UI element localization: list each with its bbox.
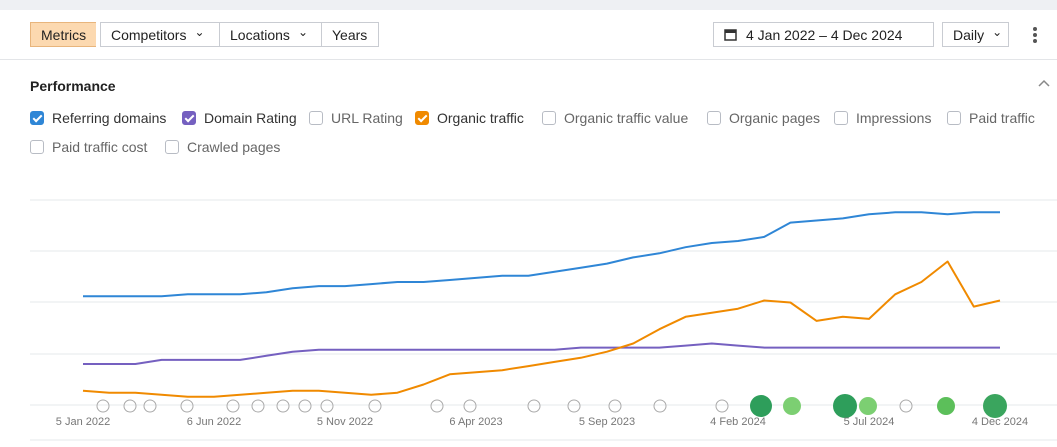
x-tick-label: 5 Jan 2022 bbox=[56, 416, 110, 428]
metric-label: Organic traffic bbox=[437, 110, 524, 126]
x-tick-label: 5 Jul 2024 bbox=[844, 416, 895, 428]
metric-checkbox[interactable]: Crawled pages bbox=[165, 139, 280, 155]
metric-label: URL Rating bbox=[331, 110, 403, 126]
metric-checkbox[interactable]: Paid traffic bbox=[947, 110, 1035, 126]
tab[interactable]: Metrics bbox=[30, 22, 97, 47]
x-tick-label: 5 Sep 2023 bbox=[579, 416, 635, 428]
metric-checkbox[interactable]: Organic pages bbox=[707, 110, 820, 126]
annotations bbox=[96, 394, 1007, 418]
checkbox bbox=[542, 111, 556, 125]
metric-checkbox[interactable]: URL Rating bbox=[309, 110, 403, 126]
x-tick-label: 6 Apr 2023 bbox=[449, 416, 502, 428]
metric-label: Organic traffic value bbox=[564, 110, 689, 126]
checkbox bbox=[309, 111, 323, 125]
metric-checkbox[interactable]: Domain Rating bbox=[182, 110, 297, 126]
date-range[interactable]: 4 Jan 2022 – 4 Dec 2024 bbox=[713, 22, 934, 47]
series-line bbox=[83, 342, 1000, 365]
metric-label: Domain Rating bbox=[204, 110, 297, 126]
kebab[interactable] bbox=[1031, 25, 1039, 45]
metric-checkbox[interactable]: Impressions bbox=[834, 110, 931, 126]
date-text: 4 Jan 2022 – 4 Dec 2024 bbox=[746, 26, 903, 43]
x-tick-label: 4 Feb 2024 bbox=[710, 416, 766, 428]
checkbox bbox=[947, 111, 961, 125]
granularity[interactable]: Daily bbox=[942, 22, 1009, 47]
x-tick-label: 6 Jun 2022 bbox=[187, 416, 241, 428]
separator bbox=[0, 59, 1057, 60]
metric-label: Crawled pages bbox=[187, 139, 281, 155]
checkbox bbox=[182, 111, 196, 125]
checkbox bbox=[415, 111, 429, 125]
calendar-icon bbox=[724, 29, 737, 41]
x-tick-label: 4 Dec 2024 bbox=[972, 416, 1028, 428]
section-title: Performance bbox=[30, 78, 116, 94]
tab[interactable]: Competitors bbox=[100, 22, 220, 47]
metric-checkbox[interactable]: Paid traffic cost bbox=[30, 139, 147, 155]
metric-label: Impressions bbox=[856, 110, 932, 126]
x-tick-label: 5 Nov 2022 bbox=[317, 416, 373, 428]
chart: 5 Jan 2022 6 Jun 2022 5 Nov 2022 6 Apr 2023… bbox=[30, 199, 1057, 441]
metric-label: Paid traffic bbox=[969, 110, 1035, 126]
metric-checkbox[interactable]: Organic traffic value bbox=[542, 110, 688, 126]
checkbox bbox=[165, 140, 179, 154]
metric-label: Referring domains bbox=[52, 110, 167, 126]
checkbox bbox=[707, 111, 721, 125]
tab[interactable]: Locations bbox=[219, 22, 322, 47]
collapse-icon[interactable] bbox=[1038, 78, 1050, 88]
checkbox bbox=[834, 111, 848, 125]
card: Metrics Competitors Locations Years 4 Ja… bbox=[0, 10, 1057, 447]
tab[interactable]: Years bbox=[321, 22, 379, 47]
checkbox bbox=[30, 140, 44, 154]
checkbox bbox=[30, 111, 44, 125]
metric-checkbox[interactable]: Referring domains bbox=[30, 110, 166, 126]
series-line bbox=[83, 211, 1000, 298]
grid bbox=[30, 199, 1057, 441]
metric-label: Organic pages bbox=[729, 110, 821, 126]
metric-label: Paid traffic cost bbox=[52, 139, 148, 155]
series-line bbox=[82, 260, 1001, 398]
metric-checkbox[interactable]: Organic traffic bbox=[415, 110, 524, 126]
